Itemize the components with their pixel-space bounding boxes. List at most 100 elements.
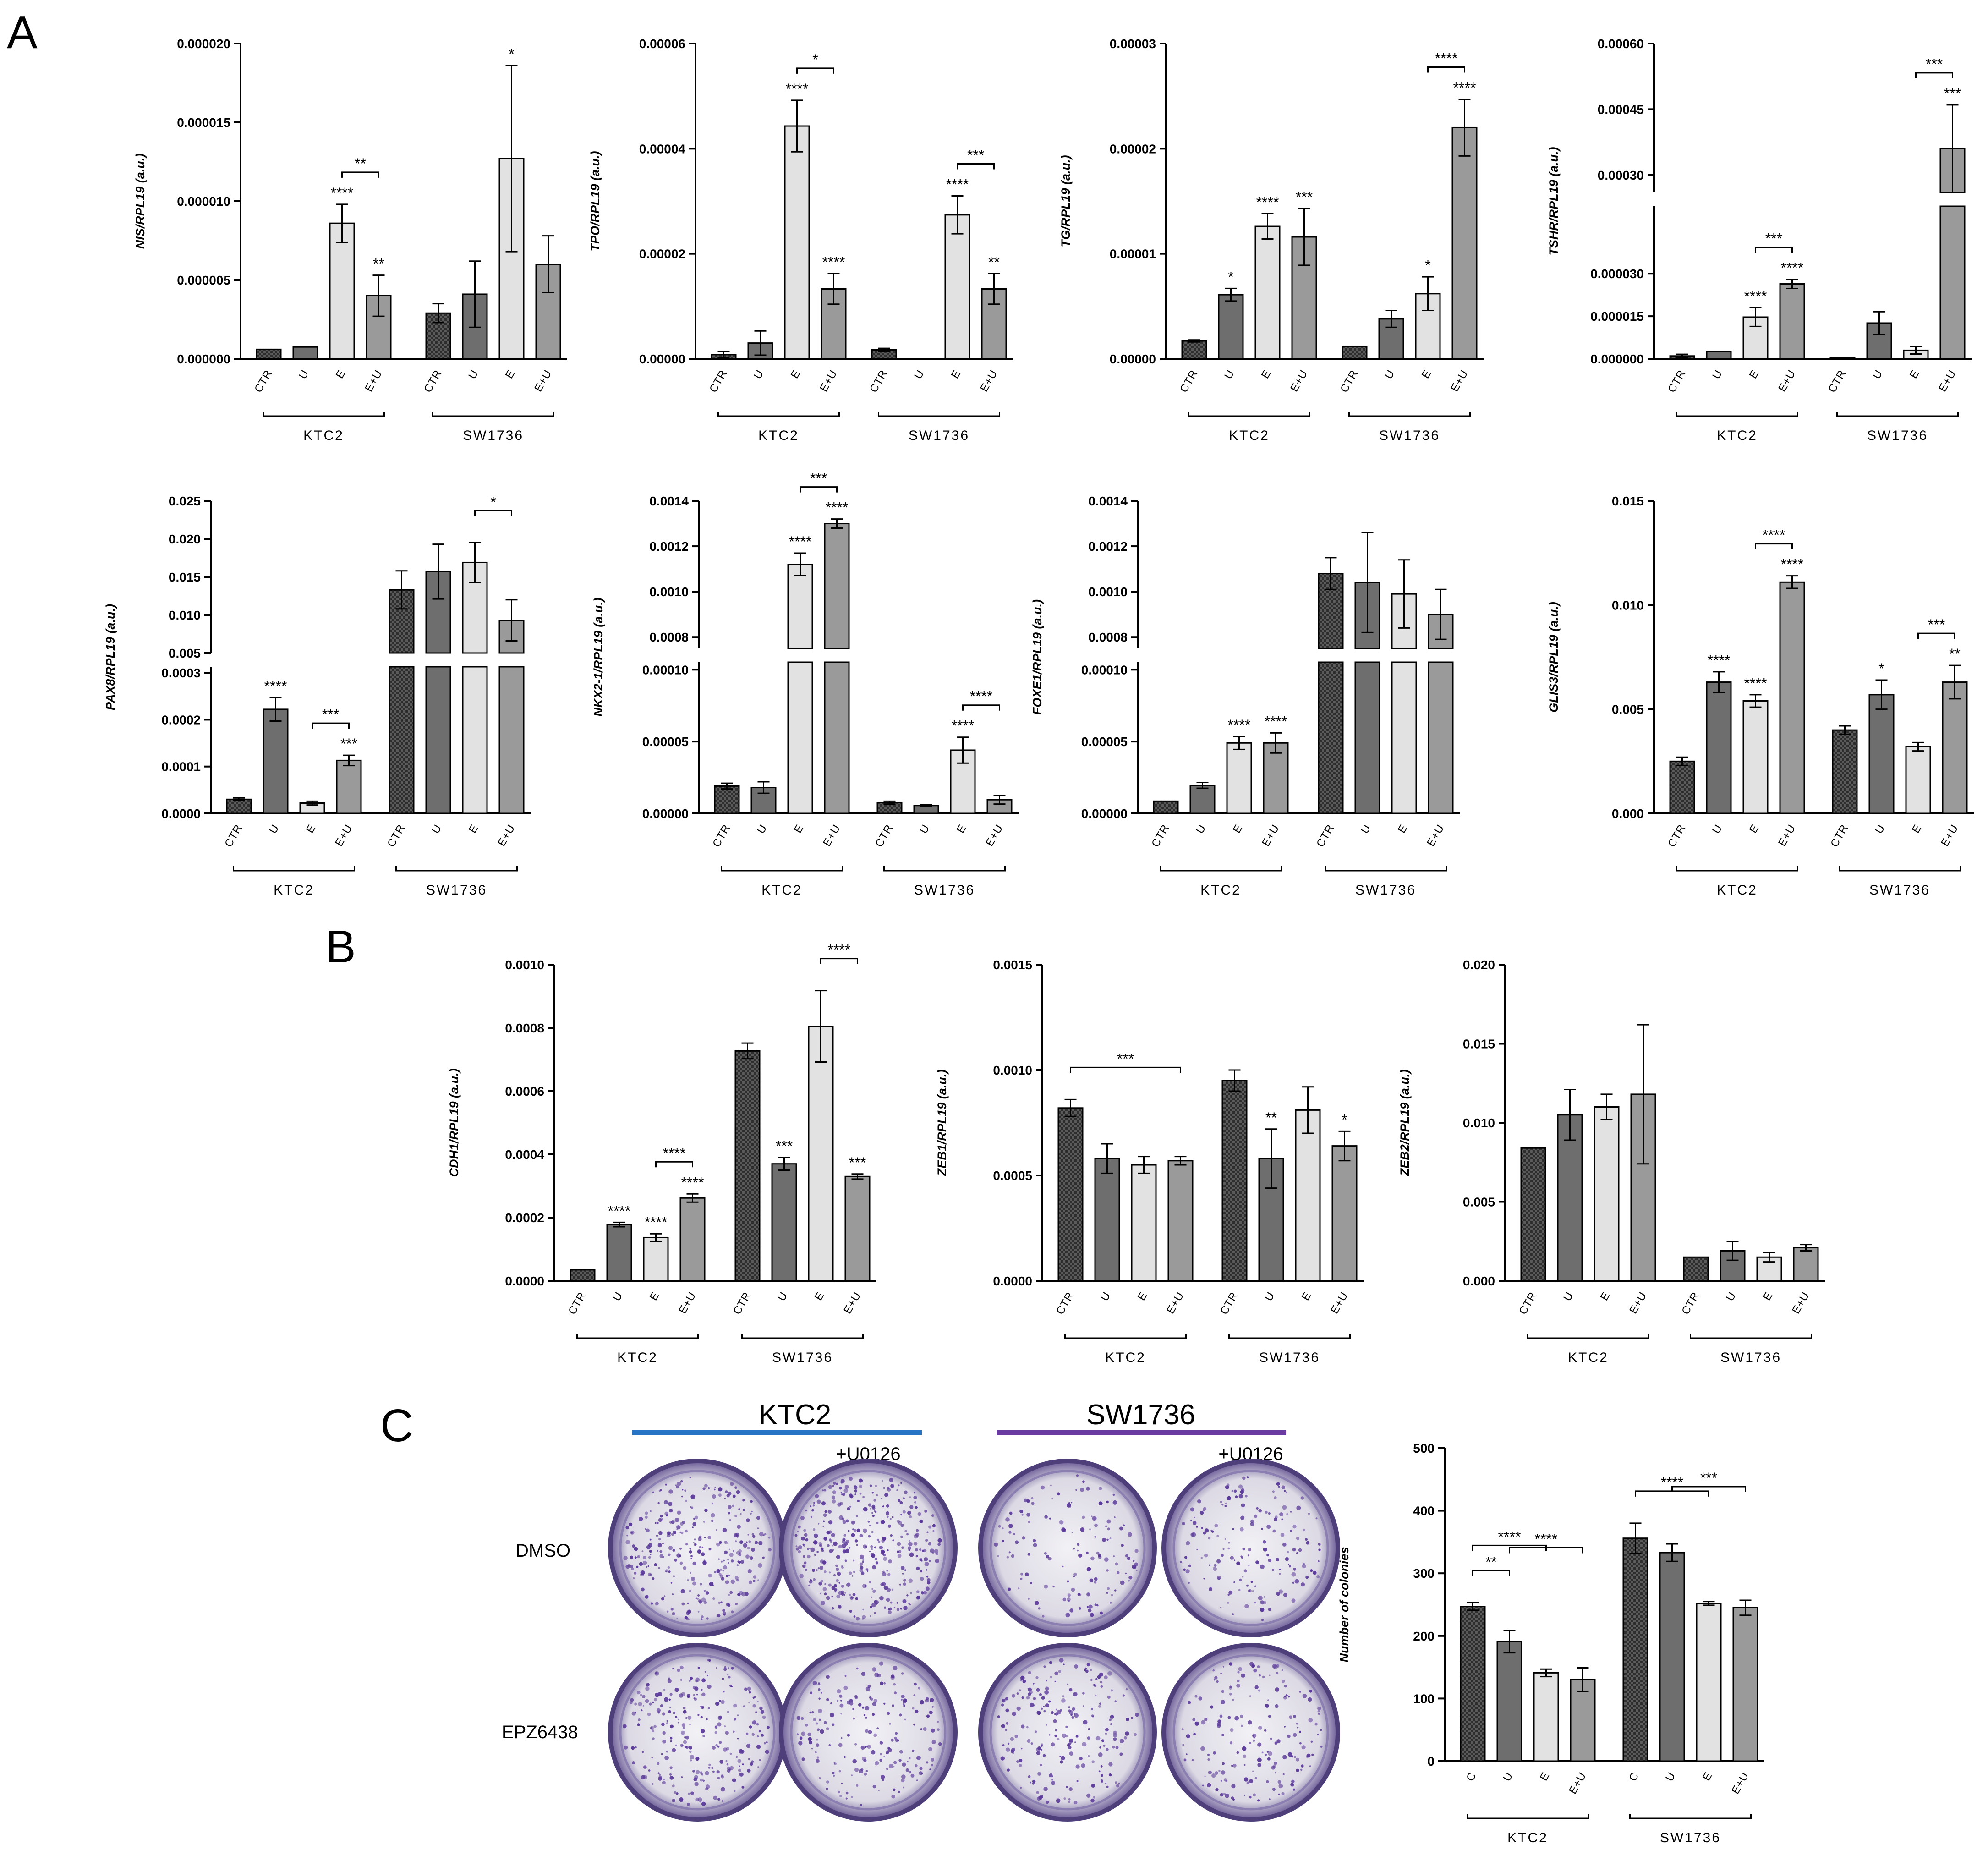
y-tick-label: 0.0000	[505, 1274, 544, 1288]
error-bar	[831, 518, 843, 529]
category-label: CTR	[1054, 1290, 1077, 1317]
category-label: U	[1098, 1290, 1113, 1303]
group-label-ktc2: KTC2	[761, 883, 802, 898]
y-axis-label: ZEB1/RPL19 (a.u.)	[935, 1070, 949, 1177]
bar-sw1736-u	[771, 1163, 797, 1282]
bar-sw1736-e-lower	[462, 666, 488, 814]
significance-label: ****	[789, 533, 812, 550]
category-label: CTR	[1517, 1290, 1539, 1317]
significance-label: ****	[1744, 288, 1767, 305]
group-label-ktc2: KTC2	[274, 883, 314, 898]
chart-7: 0.00000 0.00005 0.00010 0.0008 0.0010 0.0012 0…	[1030, 494, 1460, 898]
category-label: E+U	[1776, 368, 1798, 394]
significance-label: ****	[608, 1202, 631, 1219]
group-label-sw1736: SW1736	[914, 883, 975, 898]
category-label: E	[1299, 1290, 1314, 1303]
group-bracket	[1467, 1814, 1589, 1819]
bar-sw1736-ctr	[1829, 357, 1856, 360]
bar-ktc2-e	[1742, 700, 1769, 814]
error-bar	[851, 1173, 864, 1180]
ktc2-color-bar	[632, 1430, 922, 1435]
group-bracket	[263, 412, 385, 417]
bar-ktc2-e+u	[1570, 1679, 1596, 1762]
bar-sw1736-e-lower	[1391, 661, 1417, 814]
colony-dish-5	[608, 1643, 787, 1822]
y-tick-label: 0.00006	[639, 37, 685, 51]
significance-label: ***	[340, 736, 357, 752]
bar-ktc2-e+u	[1779, 283, 1805, 360]
category-label: E+U	[1328, 1290, 1351, 1316]
category-label: E+U	[1164, 1290, 1187, 1316]
significance-label: ***	[776, 1138, 793, 1154]
error-bar	[650, 1233, 662, 1242]
group-label-ktc2: KTC2	[617, 1350, 658, 1365]
category-label: E	[1231, 823, 1245, 835]
error-bar	[1302, 1086, 1314, 1134]
error-bar	[957, 736, 969, 764]
error-bar	[1676, 353, 1688, 359]
bar-sw1736-ctr	[1683, 1256, 1709, 1282]
y-axis-label: NKX2-1/RPL19 (a.u.)	[591, 598, 605, 717]
significance-label: ****	[645, 1214, 668, 1230]
significance-bracket	[1509, 1547, 1583, 1554]
group-label-sw1736: SW1736	[463, 428, 524, 443]
chart-9: 0.0000 0.0002 0.0004 0.0006 0.0008 0.0010 CDH1…	[447, 942, 876, 1365]
category-label: U	[1663, 1770, 1678, 1784]
significance-bracket	[474, 510, 512, 516]
y-axis-label: NIS/RPL19 (a.u.)	[133, 154, 147, 249]
category-label: E	[647, 1290, 662, 1303]
error-bar	[1676, 756, 1688, 766]
significance-label: ***	[1117, 1050, 1134, 1067]
category-label: U	[1724, 1290, 1739, 1303]
y-tick-label: 300	[1413, 1566, 1435, 1581]
significance-bracket	[1671, 1486, 1746, 1492]
y-tick-label: 0.00002	[1110, 142, 1156, 156]
bar-sw1736-e	[1295, 1109, 1321, 1282]
y-tick-label: 0.025	[169, 494, 201, 508]
group-bracket	[1228, 1334, 1351, 1339]
significance-label: ****	[681, 1174, 704, 1191]
group-label-sw1736: SW1736	[772, 1350, 833, 1365]
group-bracket	[432, 412, 554, 417]
y-tick-label: 0.00045	[1598, 102, 1644, 116]
group-bracket	[1839, 866, 1961, 872]
error-bar	[1577, 1667, 1589, 1692]
bar-ktc2-e	[1533, 1672, 1559, 1762]
category-label: U	[1222, 368, 1237, 381]
category-label: CTR	[731, 1290, 754, 1317]
error-bar	[233, 797, 245, 801]
category-label: U	[1710, 823, 1725, 836]
chart-3: 0.00000 0.00001 0.00002 0.00003 TG/RPL19 (a.…	[1059, 37, 1484, 443]
y-tick-label: 0.0002	[161, 713, 201, 727]
y-tick-label: 0.010	[1612, 598, 1644, 612]
error-bar	[343, 754, 355, 767]
significance-label: **	[988, 254, 1000, 270]
y-tick-label: 0.0010	[649, 585, 689, 599]
category-label: E+U	[676, 1290, 699, 1316]
y-tick-label: 0.000015	[177, 115, 230, 130]
y-tick-label: 0.010	[1463, 1116, 1495, 1130]
significance-label: ****	[1228, 717, 1251, 733]
y-axis-label: TG/RPL19 (a.u.)	[1059, 155, 1073, 247]
bar-ktc2-e+u	[336, 759, 362, 814]
category-label: U	[755, 823, 770, 836]
group-bracket	[576, 1334, 699, 1339]
significance-bracket	[1070, 1066, 1181, 1073]
bar-sw1736-e	[808, 1026, 834, 1282]
bar-ktc2-e	[1594, 1106, 1620, 1282]
group-label-sw1736: SW1736	[1259, 1350, 1320, 1365]
y-tick-label: 0.0014	[1088, 494, 1128, 508]
significance-label: ***	[849, 1154, 866, 1171]
significance-label: ****	[331, 185, 354, 201]
error-bar	[505, 65, 518, 253]
bar-ktc2-u	[1706, 681, 1732, 814]
significance-bracket	[341, 171, 379, 178]
group-label-ktc2: KTC2	[303, 428, 344, 443]
bar-ktc2-e-lower	[787, 661, 813, 814]
bar-ktc2-e-upper	[787, 564, 813, 649]
error-bar	[1763, 1252, 1775, 1263]
bar-sw1736-ctr	[1221, 1080, 1248, 1282]
panel-letter-c: C	[380, 1400, 413, 1451]
category-label: E	[1538, 1770, 1552, 1783]
error-bar	[1564, 1089, 1576, 1141]
